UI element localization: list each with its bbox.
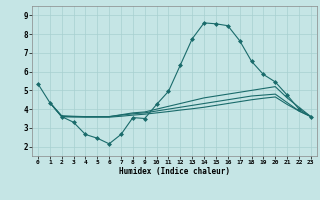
X-axis label: Humidex (Indice chaleur): Humidex (Indice chaleur): [119, 167, 230, 176]
